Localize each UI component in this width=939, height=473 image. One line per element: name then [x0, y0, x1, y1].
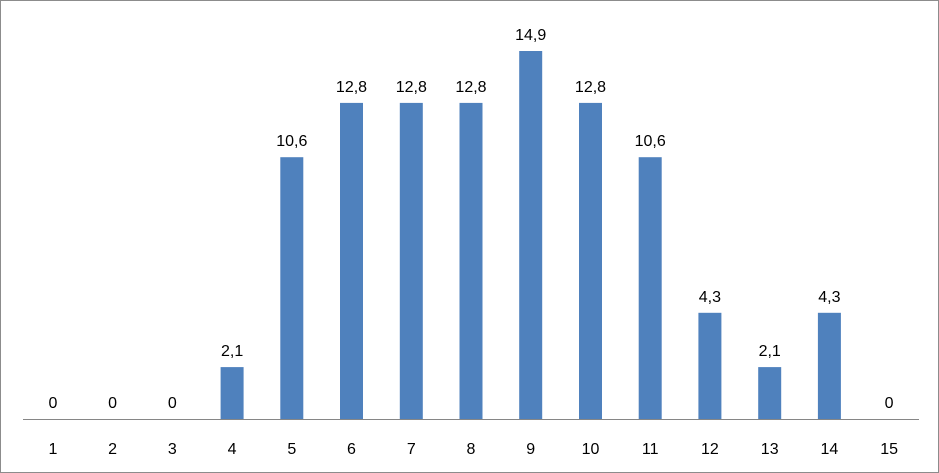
data-label-8: 12,8: [455, 79, 486, 96]
bar-10: [579, 102, 602, 420]
bar-6: [340, 102, 363, 420]
bar-11: [638, 157, 662, 419]
bar-4: [220, 367, 244, 419]
bars-layer: [220, 51, 841, 420]
x-tick-label-5: 5: [287, 441, 296, 458]
data-label-9: 14,9: [515, 27, 546, 44]
x-tick-label-12: 12: [701, 441, 719, 458]
x-tick-label-14: 14: [821, 441, 839, 458]
x-tick-label-6: 6: [347, 441, 356, 458]
bar-14: [817, 312, 841, 419]
x-tick-label-8: 8: [467, 441, 476, 458]
data-label-5: 10,6: [276, 133, 307, 150]
x-tick-label-11: 11: [642, 441, 659, 458]
data-label-2: 0: [108, 395, 117, 412]
x-tick-label-4: 4: [228, 441, 237, 458]
data-labels-layer: 0 0 0 2,1 10,6 12,8 12,8 12,8 14,9 12,8 10,6 4,3 2,1…: [48, 27, 893, 412]
data-label-11: 10,6: [635, 133, 666, 150]
data-label-6: 12,8: [336, 79, 367, 96]
x-tick-label-9: 9: [526, 441, 535, 458]
bar-7: [399, 102, 423, 420]
data-label-7: 12,8: [396, 79, 427, 96]
data-label-12: 4,3: [699, 289, 721, 306]
x-tick-label-7: 7: [407, 441, 416, 458]
bar-5: [280, 157, 304, 419]
data-label-4: 2,1: [221, 343, 243, 360]
data-label-1: 0: [48, 395, 57, 412]
data-label-15: 0: [885, 395, 894, 412]
x-tick-label-15: 15: [880, 441, 898, 458]
x-tick-labels-layer: 1 2 3 4 5 6 7 8 9 10 11 12 13 14 15: [48, 441, 898, 458]
data-label-3: 0: [168, 395, 177, 412]
x-tick-label-2: 2: [108, 441, 117, 458]
bar-8: [459, 102, 483, 420]
x-tick-label-1: 1: [48, 441, 57, 458]
bar-12: [698, 312, 722, 419]
data-label-14: 4,3: [818, 289, 840, 306]
x-tick-label-10: 10: [582, 441, 600, 458]
bar-9: [519, 51, 543, 419]
bar-13: [758, 367, 782, 419]
x-tick-label-3: 3: [168, 441, 177, 458]
data-label-13: 2,1: [759, 343, 781, 360]
data-label-10: 12,8: [575, 79, 606, 96]
x-tick-label-13: 13: [761, 441, 779, 458]
